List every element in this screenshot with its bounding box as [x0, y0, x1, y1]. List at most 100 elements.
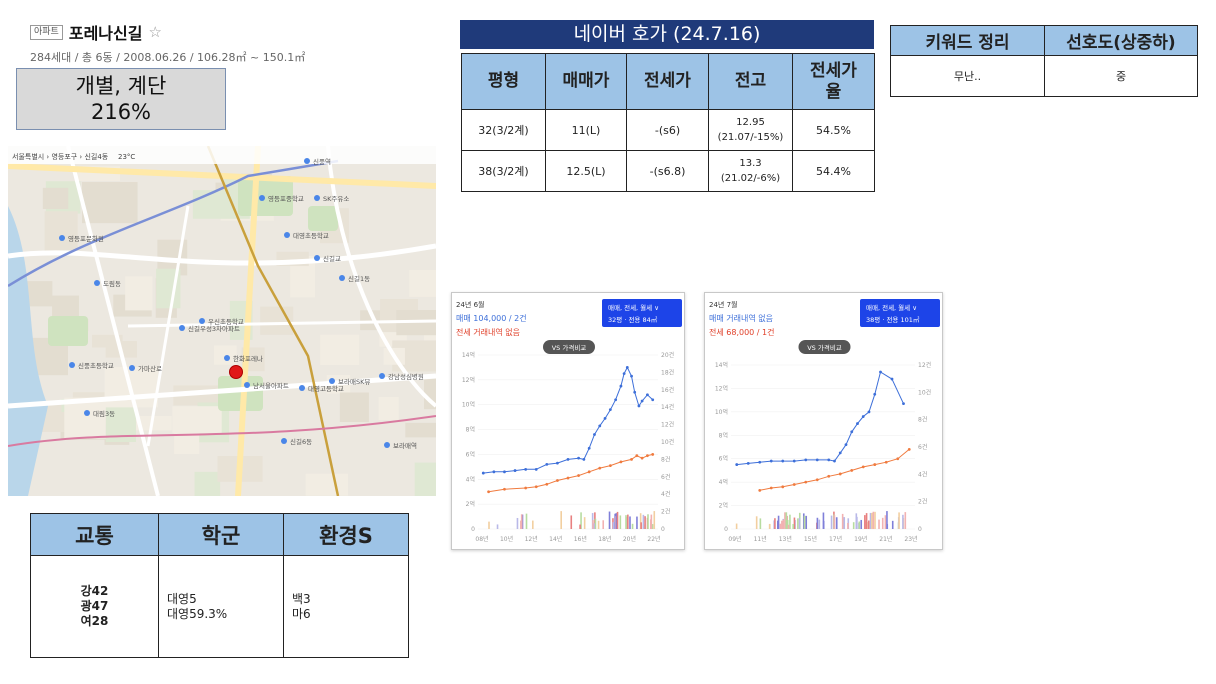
- map-poi-icon[interactable]: [179, 325, 185, 331]
- compare-button[interactable]: [798, 340, 851, 354]
- trade-type-badge[interactable]: [860, 299, 940, 327]
- jeonse-point[interactable]: [838, 472, 842, 476]
- sale-point[interactable]: [651, 398, 655, 402]
- jeonse-point[interactable]: [907, 447, 911, 451]
- trade-type-filter[interactable]: 매매, 전세, 월세 ∨: [608, 303, 659, 312]
- location-map[interactable]: 서울특별시 › 영등포구 › 신길4동 23°C 신풍역 영등포중학교 SK주유소 대영초…: [8, 146, 436, 496]
- apartment-name[interactable]: 포레나신길: [68, 24, 143, 43]
- sale-point[interactable]: [593, 433, 596, 436]
- jeonse-point[interactable]: [524, 486, 528, 490]
- map-poi-icon[interactable]: [284, 232, 290, 238]
- jeonse-point[interactable]: [577, 474, 580, 477]
- jeonse-point[interactable]: [884, 460, 888, 464]
- jeonse-point[interactable]: [640, 456, 644, 460]
- map-poi-icon[interactable]: [199, 318, 205, 324]
- map-poi-icon[interactable]: [59, 235, 65, 241]
- jeonse-point[interactable]: [608, 464, 612, 468]
- map-poi-icon[interactable]: [94, 280, 100, 286]
- map-poi-icon[interactable]: [84, 410, 90, 416]
- sale-point[interactable]: [524, 467, 528, 471]
- jeonse-point[interactable]: [815, 478, 819, 482]
- map-poi-icon[interactable]: [339, 275, 345, 281]
- jeonse-point[interactable]: [781, 485, 785, 489]
- jeonse-point[interactable]: [646, 454, 649, 458]
- map-poi-icon[interactable]: [314, 255, 320, 261]
- trade-type-badge[interactable]: [602, 299, 682, 327]
- jeonse-point[interactable]: [651, 453, 655, 456]
- jeonse-point[interactable]: [556, 479, 559, 482]
- sale-point[interactable]: [769, 459, 773, 463]
- map-poi-icon[interactable]: [299, 385, 305, 391]
- map-poi-icon[interactable]: [304, 158, 310, 164]
- pyeong-label[interactable]: 38평 · 전용 101㎡: [866, 315, 920, 324]
- sale-point[interactable]: [566, 458, 570, 461]
- sale-point[interactable]: [481, 471, 485, 475]
- jeonse-point[interactable]: [758, 488, 762, 492]
- sale-point[interactable]: [545, 462, 549, 466]
- jeonse-point[interactable]: [635, 454, 639, 458]
- sale-point[interactable]: [890, 377, 894, 381]
- sale-point[interactable]: [503, 470, 506, 474]
- sale-point[interactable]: [804, 458, 808, 462]
- jeonse-point[interactable]: [566, 476, 570, 480]
- jeonse-point[interactable]: [587, 470, 591, 474]
- sale-point[interactable]: [758, 460, 762, 464]
- pyeong-label[interactable]: 32평 · 전용 84㎡: [608, 315, 658, 324]
- compare-button-label[interactable]: VS 가격비교: [807, 343, 842, 352]
- sale-point[interactable]: [850, 430, 854, 434]
- jeonse-point[interactable]: [792, 483, 796, 486]
- sale-point[interactable]: [856, 422, 859, 425]
- sale-point[interactable]: [556, 461, 559, 465]
- jeonse-point[interactable]: [827, 474, 831, 478]
- sale-point[interactable]: [873, 392, 877, 396]
- sale-point[interactable]: [637, 404, 641, 408]
- map-poi-icon[interactable]: [329, 378, 335, 384]
- sale-point[interactable]: [630, 374, 633, 378]
- sale-point[interactable]: [625, 366, 629, 369]
- sale-point[interactable]: [622, 372, 626, 376]
- sale-point[interactable]: [577, 456, 580, 460]
- map-poi-icon[interactable]: [244, 382, 250, 388]
- map-poi-icon[interactable]: [224, 355, 230, 361]
- sale-point[interactable]: [735, 463, 739, 466]
- trade-type-filter[interactable]: 매매, 전세, 월세 ∨: [866, 303, 917, 312]
- jeonse-point[interactable]: [873, 463, 877, 466]
- jeonse-point[interactable]: [534, 485, 538, 489]
- map-poi-icon[interactable]: [384, 442, 390, 448]
- jeonse-point[interactable]: [896, 457, 900, 461]
- sale-point[interactable]: [603, 416, 607, 420]
- jeonse-point[interactable]: [804, 480, 808, 484]
- sale-point[interactable]: [598, 424, 602, 428]
- map-poi-icon[interactable]: [314, 195, 320, 201]
- jeonse-point[interactable]: [850, 469, 854, 472]
- sale-point[interactable]: [608, 408, 612, 412]
- jeonse-point[interactable]: [619, 460, 623, 464]
- sale-point[interactable]: [587, 446, 591, 450]
- compare-button-label[interactable]: VS 가격비교: [552, 343, 587, 352]
- map-poi-icon[interactable]: [259, 195, 265, 201]
- jeonse-point[interactable]: [769, 486, 773, 490]
- sale-point[interactable]: [619, 384, 623, 388]
- sale-point[interactable]: [827, 458, 831, 462]
- sale-point[interactable]: [646, 393, 649, 397]
- sale-point[interactable]: [781, 459, 785, 463]
- sale-point[interactable]: [792, 459, 796, 463]
- sale-point[interactable]: [513, 469, 517, 472]
- star-icon[interactable]: ☆: [148, 23, 162, 41]
- map-breadcrumb[interactable]: 서울특별시 › 영등포구 › 신길4동: [12, 152, 109, 161]
- sale-point[interactable]: [833, 459, 836, 463]
- map-poi-icon[interactable]: [129, 365, 135, 371]
- apartment-location-marker[interactable]: [229, 365, 243, 379]
- map-poi-icon[interactable]: [69, 362, 75, 368]
- sale-point[interactable]: [492, 470, 496, 474]
- jeonse-point[interactable]: [861, 465, 865, 469]
- compare-button[interactable]: [543, 340, 595, 354]
- sale-point[interactable]: [844, 443, 848, 447]
- sale-point[interactable]: [640, 399, 644, 403]
- map-poi-icon[interactable]: [379, 373, 385, 379]
- sale-point[interactable]: [861, 415, 865, 418]
- sale-point[interactable]: [534, 467, 538, 471]
